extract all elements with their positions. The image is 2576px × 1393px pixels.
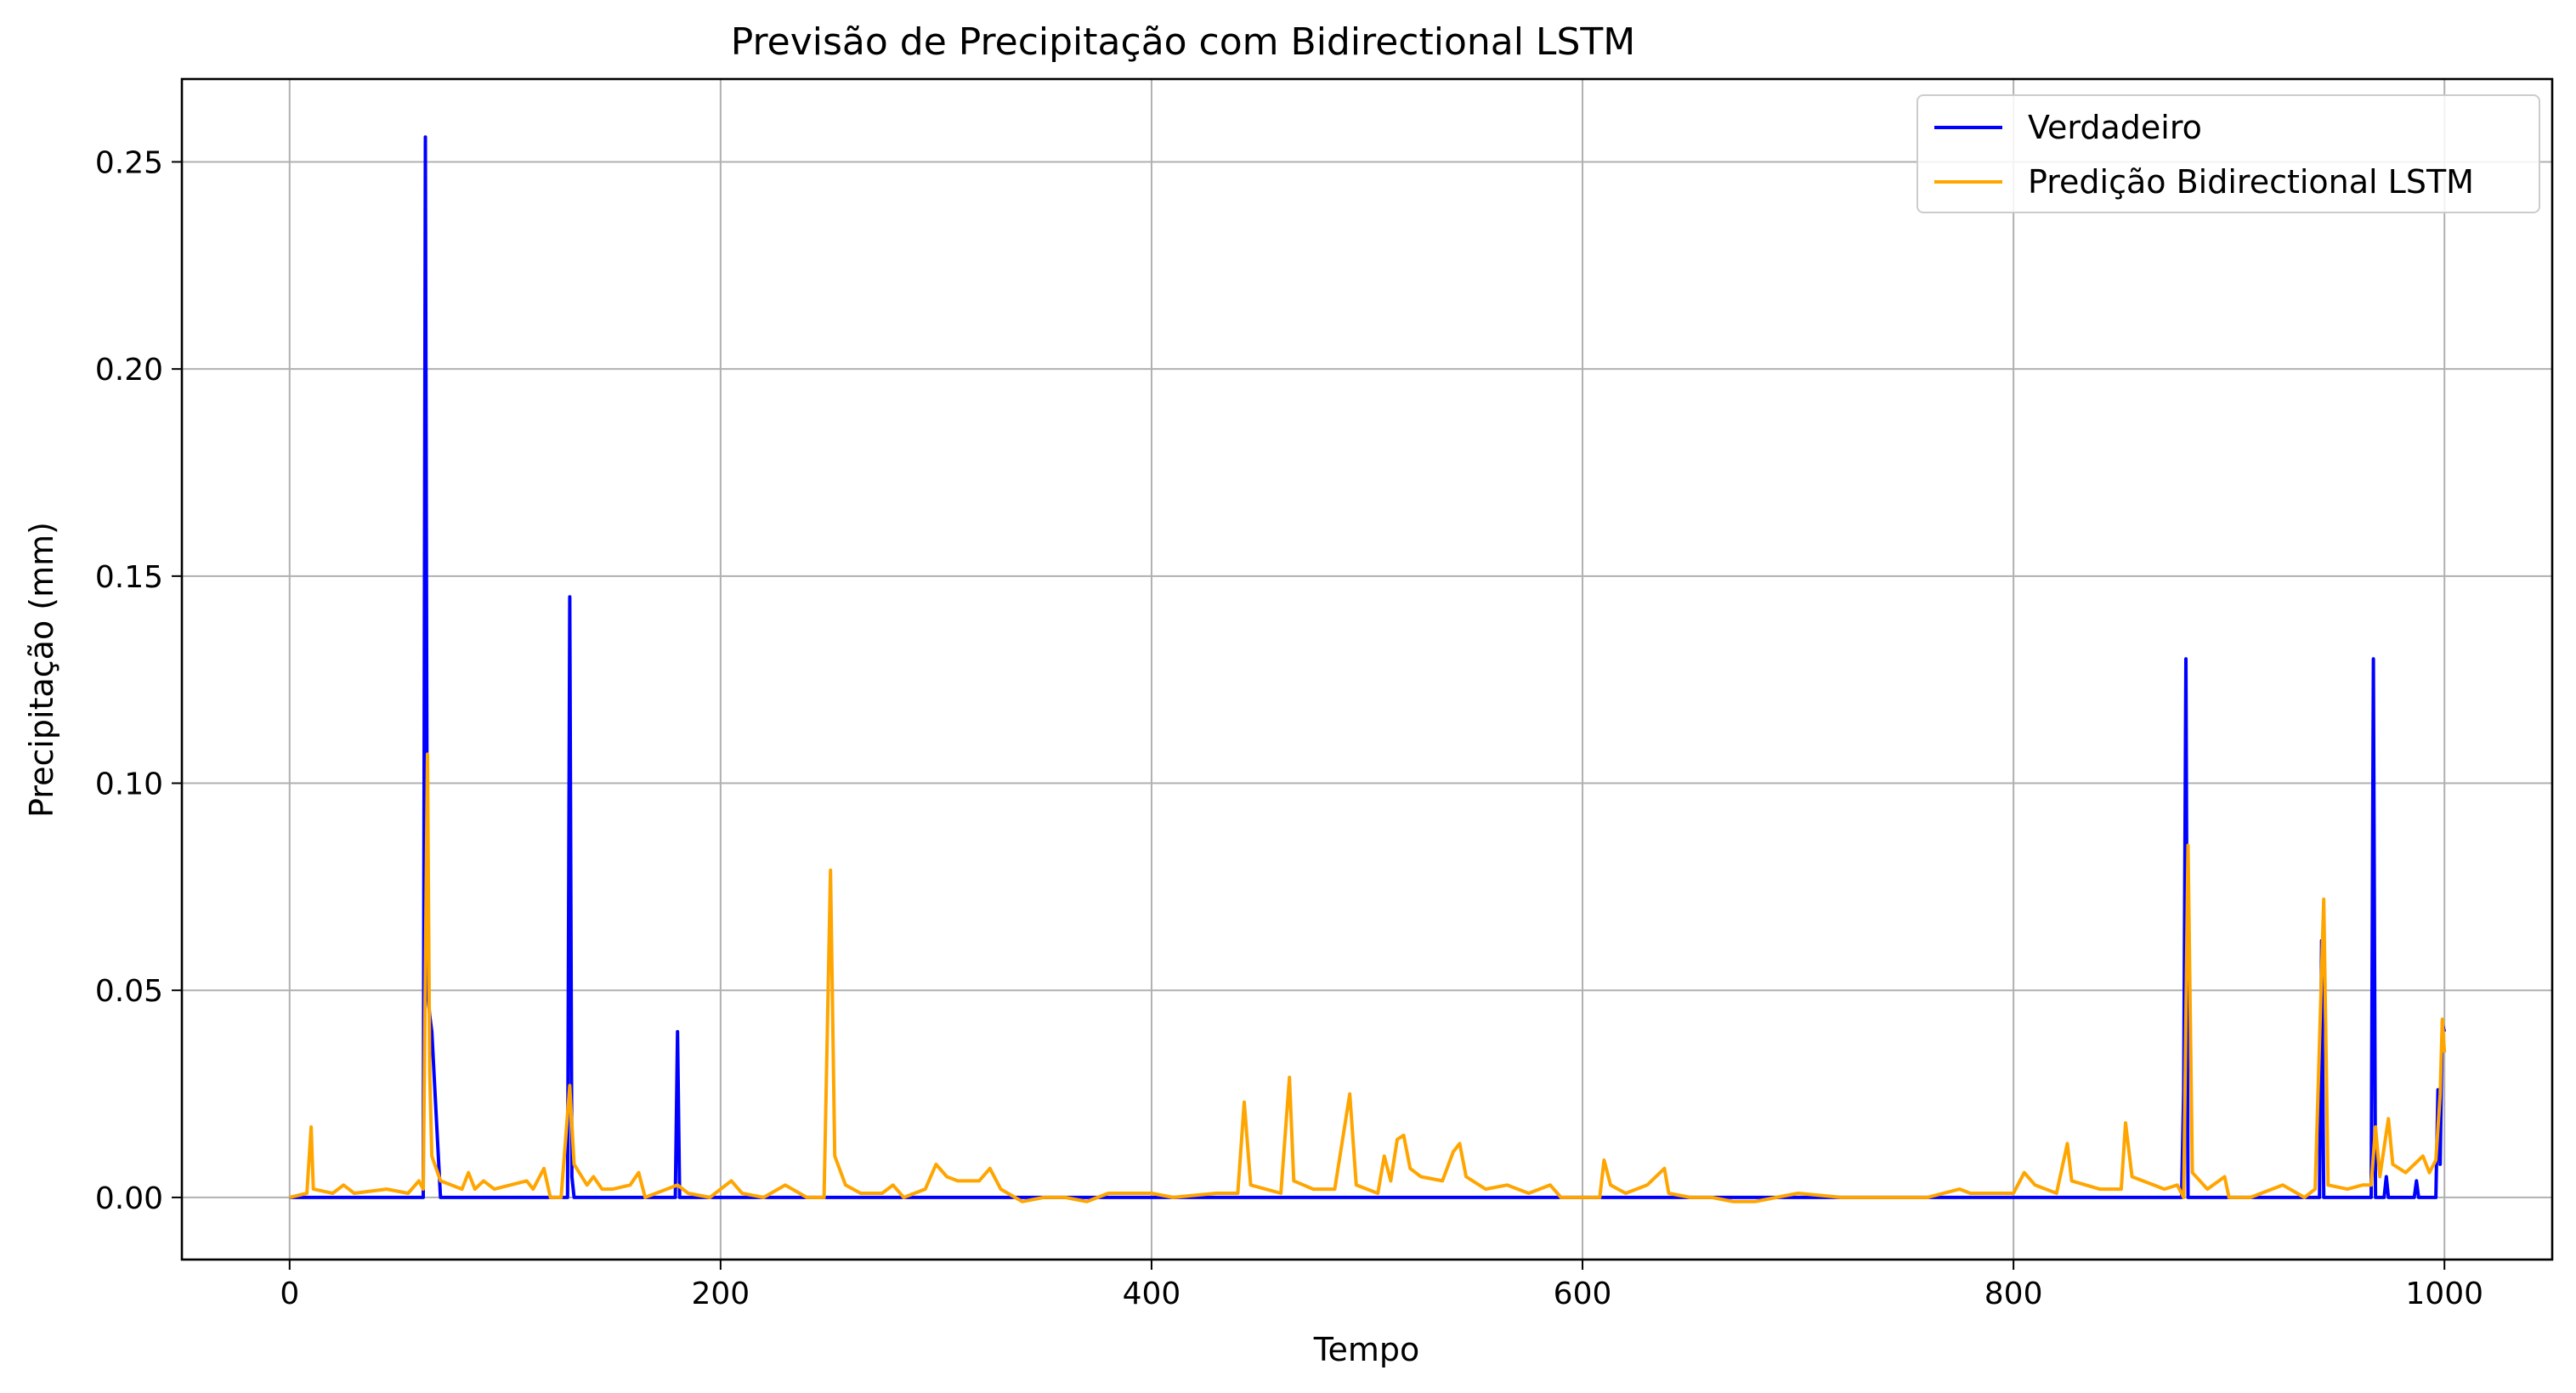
x-tick-label: 400 [1123, 1277, 1181, 1311]
x-tick-label: 200 [692, 1277, 750, 1311]
y-tick-label: 0.15 [95, 560, 163, 595]
legend: Verdadeiro Predição Bidirectional LSTM [1916, 94, 2540, 213]
y-tick-label: 0.05 [95, 974, 163, 1009]
series-lines [289, 135, 2447, 1203]
x-axis-ticks: 0 200 400 600 800 1000 [280, 1260, 2483, 1311]
x-tick-label: 600 [1554, 1277, 1612, 1311]
y-tick-label: 0.10 [95, 767, 163, 802]
legend-label-1: Predição Bidirectional LSTM [2028, 163, 2474, 201]
y-tick-label: 0.20 [95, 353, 163, 388]
chart-title: Previsão de Precipitação com Bidirection… [731, 20, 1635, 64]
y-tick-label: 0.25 [95, 145, 163, 180]
x-axis-label: Tempo [1313, 1331, 1420, 1368]
x-tick-label: 800 [1984, 1277, 2043, 1311]
plot-area-frame [180, 77, 2554, 1261]
y-axis-ticks: 0.00 0.05 0.10 0.15 0.20 0.25 [95, 145, 182, 1216]
x-tick-label: 1000 [2405, 1277, 2483, 1311]
series-line-1 [289, 752, 2447, 1203]
y-tick-label: 0.00 [95, 1181, 163, 1216]
x-tick-label: 0 [280, 1277, 299, 1311]
legend-box [1916, 94, 2540, 213]
legend-label-0: Verdadeiro [2028, 109, 2202, 146]
y-axis-label: Precipitação (mm) [23, 522, 60, 818]
series-line-0 [289, 135, 2447, 1199]
